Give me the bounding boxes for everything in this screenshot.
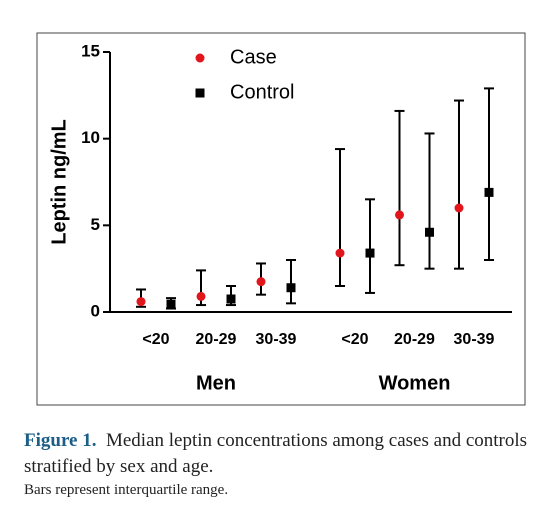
legend-label: Case (230, 46, 277, 68)
y-tick-label: 15 (81, 41, 100, 60)
data-point (136, 297, 146, 307)
caption-text: Median leptin concentrations among cases… (24, 430, 528, 477)
data-point (395, 210, 404, 220)
y-axis-label: Leptin ng/mL (48, 119, 70, 245)
x-tick-label: <20 (142, 331, 169, 348)
error-bar (424, 132, 435, 270)
x-tick-label: 30-39 (454, 331, 495, 348)
data-point (286, 283, 296, 293)
error-bar (454, 99, 464, 270)
data-point (425, 227, 434, 237)
x-tick-label: 30-39 (256, 331, 297, 348)
data-point (365, 248, 375, 258)
group-label: Women (379, 372, 451, 394)
caption: Figure 1. Median leptin concentrations a… (24, 428, 529, 480)
error-bar (286, 259, 296, 305)
data-point (256, 277, 266, 287)
data-point (196, 291, 206, 301)
y-tick-label: 10 (81, 128, 100, 147)
error-bar (394, 109, 405, 267)
x-tick-label: 20-29 (196, 331, 237, 348)
x-tick-label: <20 (341, 331, 368, 348)
data-point (484, 187, 494, 197)
figure-frame (36, 32, 526, 406)
legend-marker (195, 53, 205, 63)
y-tick-label: 0 (91, 301, 100, 320)
group-label: Men (196, 372, 236, 394)
error-bar (484, 87, 494, 261)
error-bar (335, 148, 345, 287)
error-bar (365, 198, 375, 294)
legend-label: Control (230, 81, 294, 103)
data-point (335, 248, 345, 258)
y-tick-label: 5 (91, 215, 100, 234)
data-point (454, 203, 464, 213)
data-point (226, 294, 236, 304)
data-point (166, 299, 176, 309)
caption-label: Figure 1. (24, 430, 97, 451)
caption-note: Bars represent interquartile range. (24, 482, 229, 498)
x-tick-label: 20-29 (394, 331, 435, 348)
legend-marker (195, 88, 205, 98)
